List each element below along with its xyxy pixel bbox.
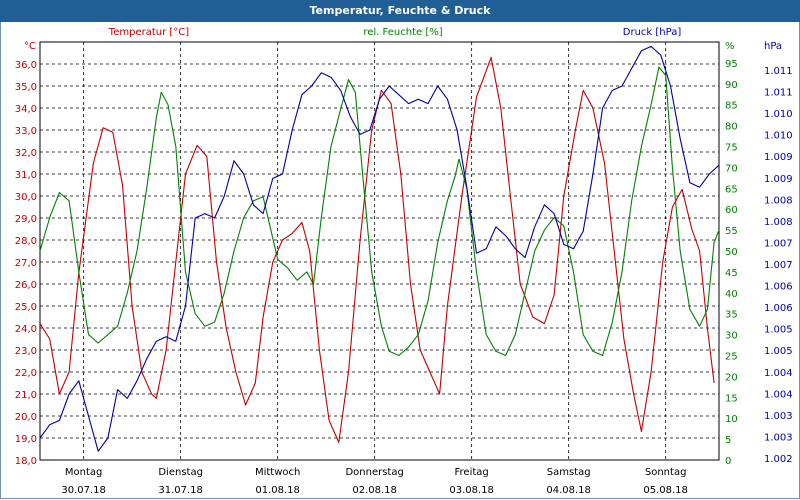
date-label: 04.08.18 xyxy=(546,485,591,496)
pressure-tick-label: 1.011 xyxy=(764,66,793,77)
date-label: 03.08.18 xyxy=(449,485,494,496)
humidity-tick-label: 45 xyxy=(725,268,738,279)
pressure-tick-label: 1.005 xyxy=(764,346,793,357)
humidity-tick-label: 60 xyxy=(725,205,738,216)
humidity-tick-label: 70 xyxy=(725,163,738,174)
humidity-tick-label: 25 xyxy=(725,352,738,363)
humidity-tick-label: 55 xyxy=(725,226,738,237)
day-label: Dienstag xyxy=(158,467,203,478)
temp-tick-label: 35,0 xyxy=(15,82,37,93)
temp-tick-label: 18,0 xyxy=(15,456,37,467)
pressure-tick-label: 1.004 xyxy=(764,389,793,400)
temp-tick-label: 21,0 xyxy=(15,390,37,401)
humidity-tick-label: 95 xyxy=(725,59,738,70)
pressure-tick-label: 1.003 xyxy=(764,411,793,422)
humidity-tick-label: 15 xyxy=(725,393,738,404)
temp-tick-label: 24,0 xyxy=(15,324,37,335)
tick-labels: 36,0 35,0 34,0 33,0 32,0 31,0 30,0 29,0 28,0 27,0… xyxy=(15,59,793,467)
humidity-tick-label: 20 xyxy=(725,372,738,383)
axes xyxy=(39,41,720,461)
date-label: 30.07.18 xyxy=(61,485,106,496)
temp-unit-label: °C xyxy=(24,41,36,52)
legend-humidity: rel. Feuchte [%] xyxy=(363,27,442,38)
pressure-tick-label: 1.006 xyxy=(764,303,793,314)
humidity-tick-label: 5 xyxy=(725,435,731,446)
humidity-tick-label: 85 xyxy=(725,101,738,112)
series-line-temp xyxy=(39,56,715,443)
temp-tick-label: 26,0 xyxy=(15,280,37,291)
pressure-tick-label: 1.007 xyxy=(764,260,793,271)
legend-pressure: Druck [hPa] xyxy=(623,27,682,38)
date-label: 02.08.18 xyxy=(352,485,397,496)
humidity-tick-label: 90 xyxy=(725,80,738,91)
pressure-tick-label: 1.008 xyxy=(764,195,793,206)
day-label: Samstag xyxy=(547,467,591,478)
humidity-tick-label: 0 xyxy=(725,456,731,467)
series-line-press xyxy=(39,45,720,452)
pressure-tick-label: 1.009 xyxy=(764,174,793,185)
temp-tick-label: 36,0 xyxy=(15,60,37,71)
grid-lines xyxy=(40,42,719,460)
temp-tick-label: 33,0 xyxy=(15,126,37,137)
plot-border xyxy=(39,41,720,461)
pressure-tick-label: 1.007 xyxy=(764,238,793,249)
temp-tick-label: 22,0 xyxy=(15,368,37,379)
temp-tick-label: 32,0 xyxy=(15,148,37,159)
temp-tick-label: 29,0 xyxy=(15,214,37,225)
date-label: 05.08.18 xyxy=(643,485,688,496)
humidity-tick-label: 75 xyxy=(725,143,738,154)
series-line-hum xyxy=(39,66,720,357)
date-label: 01.08.18 xyxy=(255,485,300,496)
humidity-unit-label: % xyxy=(725,41,735,52)
temp-tick-label: 27,0 xyxy=(15,258,37,269)
pressure-unit-label: hPa xyxy=(764,41,782,52)
humidity-tick-label: 50 xyxy=(725,247,738,258)
temp-tick-label: 20,0 xyxy=(15,412,37,423)
pressure-tick-label: 1.002 xyxy=(764,454,793,465)
humidity-tick-label: 80 xyxy=(725,122,738,133)
humidity-tick-label: 65 xyxy=(725,184,738,195)
legend-temperature: Temperatur [°C] xyxy=(108,27,189,38)
temp-tick-label: 23,0 xyxy=(15,346,37,357)
temp-tick-label: 31,0 xyxy=(15,170,37,181)
temp-tick-label: 30,0 xyxy=(15,192,37,203)
pressure-tick-label: 1.006 xyxy=(764,282,793,293)
pressure-tick-label: 1.009 xyxy=(764,152,793,163)
pressure-tick-label: 1.010 xyxy=(764,131,793,142)
humidity-tick-label: 10 xyxy=(725,414,738,425)
day-labels: Montag 30.07.18 Dienstag 31.07.18 Mittwoch 01… xyxy=(61,467,688,496)
humidity-tick-label: 30 xyxy=(725,331,738,342)
date-label: 31.07.18 xyxy=(158,485,203,496)
temp-tick-label: 19,0 xyxy=(15,434,37,445)
day-label: Sonntag xyxy=(645,467,687,478)
temp-tick-label: 25,0 xyxy=(15,302,37,313)
window-title: Temperatur, Feuchte & Druck xyxy=(0,0,800,22)
pressure-tick-label: 1.010 xyxy=(764,109,793,120)
day-label: Montag xyxy=(65,467,102,478)
pressure-tick-label: 1.005 xyxy=(764,325,793,336)
pressure-tick-label: 1.003 xyxy=(764,432,793,443)
pressure-tick-label: 1.011 xyxy=(764,88,793,99)
day-label: Donnerstag xyxy=(345,467,403,478)
temp-tick-label: 28,0 xyxy=(15,236,37,247)
pressure-tick-label: 1.004 xyxy=(764,368,793,379)
humidity-tick-label: 40 xyxy=(725,289,738,300)
day-label: Freitag xyxy=(455,467,489,478)
series-group xyxy=(39,45,720,452)
temp-tick-label: 34,0 xyxy=(15,104,37,115)
humidity-tick-label: 35 xyxy=(725,310,738,321)
pressure-tick-label: 1.008 xyxy=(764,217,793,228)
day-label: Mittwoch xyxy=(255,467,300,478)
